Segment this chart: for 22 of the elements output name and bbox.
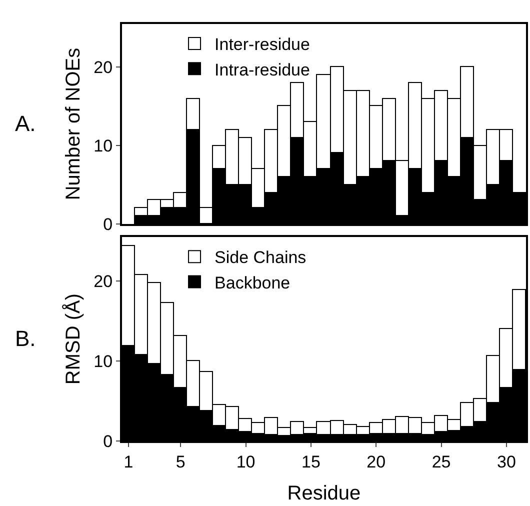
y-axis-title: Number of NOEs (62, 48, 85, 200)
y-tick-label: 20 (94, 58, 113, 78)
x-tick-label: 5 (176, 452, 186, 472)
legend-label: Intra-residue (214, 60, 310, 80)
legend-label: Backbone (214, 273, 290, 292)
x-tick-label: 30 (496, 452, 516, 472)
x-tick-label: 10 (236, 452, 256, 472)
legend-label: Side Chains (214, 248, 306, 268)
y-axis-title: RMSD (Å) (62, 293, 85, 385)
y-tick-label: 20 (94, 272, 113, 291)
legend-label: Inter-residue (214, 35, 310, 54)
y-tick-label: 10 (94, 352, 113, 371)
text: B. (15, 326, 36, 351)
y-tick-label: 0 (103, 432, 113, 451)
x-tick-label: 15 (302, 452, 320, 472)
text: A. (15, 111, 36, 136)
y-tick-label: 0 (103, 214, 113, 234)
x-axis-title: Residue (287, 482, 361, 504)
x-tick-label: 25 (432, 452, 451, 472)
y-tick-label: 10 (94, 136, 113, 156)
x-tick-label: 20 (366, 452, 386, 472)
x-tick-label: 1 (124, 452, 134, 472)
